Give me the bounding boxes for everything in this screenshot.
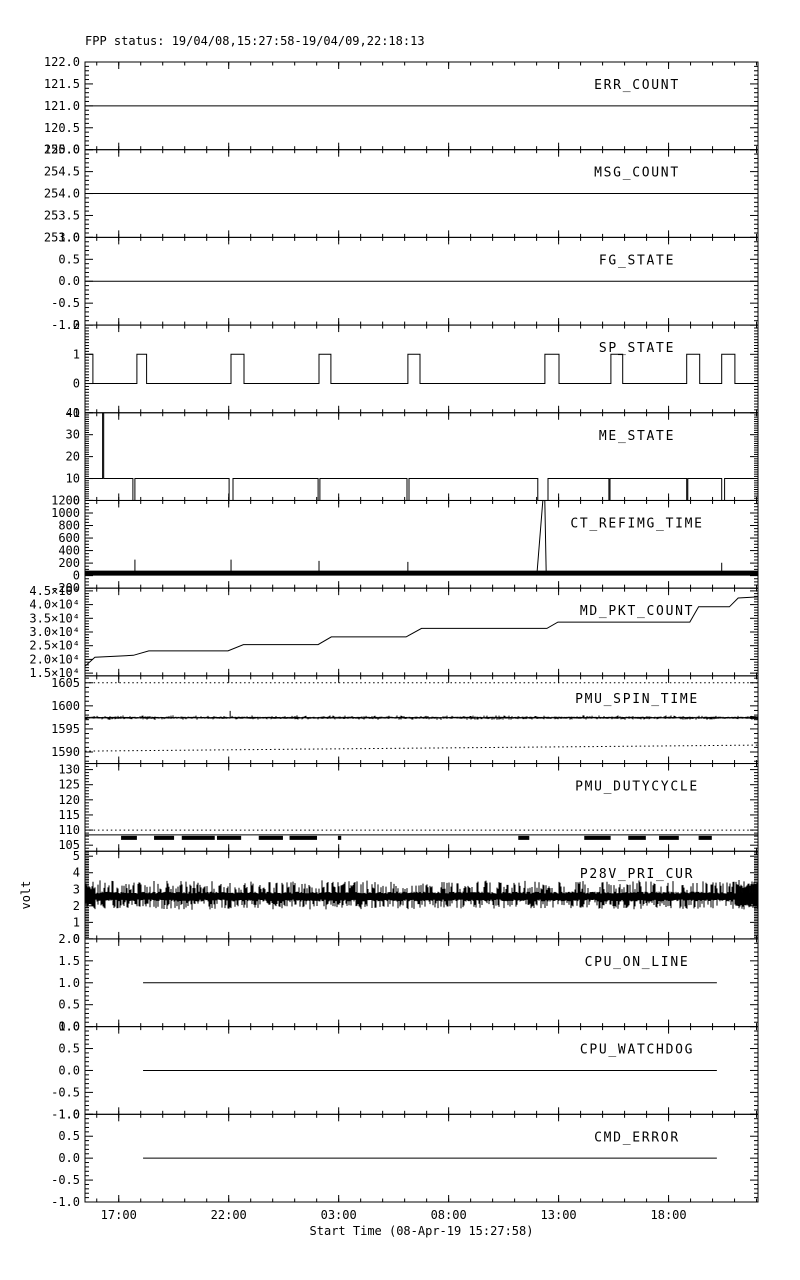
svg-text:115: 115 <box>58 808 80 822</box>
svg-text:1.0: 1.0 <box>58 230 80 244</box>
svg-text:4.5×10⁴: 4.5×10⁴ <box>29 584 80 598</box>
svg-text:17:00: 17:00 <box>101 1208 137 1222</box>
svg-text:800: 800 <box>58 519 80 533</box>
svg-text:1: 1 <box>73 347 80 361</box>
svg-text:1.5×10⁴: 1.5×10⁴ <box>29 666 80 680</box>
svg-text:PMU_DUTYCYCLE: PMU_DUTYCYCLE <box>575 780 699 795</box>
svg-text:0: 0 <box>73 932 80 946</box>
svg-text:-1.0: -1.0 <box>51 1195 80 1209</box>
svg-text:0.0: 0.0 <box>58 1151 80 1165</box>
svg-text:0.5: 0.5 <box>58 252 80 266</box>
svg-text:22:00: 22:00 <box>211 1208 247 1222</box>
svg-text:18:00: 18:00 <box>651 1208 687 1222</box>
svg-text:1200: 1200 <box>51 493 80 507</box>
svg-text:400: 400 <box>58 544 80 558</box>
svg-text:-0.5: -0.5 <box>51 296 80 310</box>
svg-text:ME_STATE: ME_STATE <box>599 429 675 444</box>
svg-text:253.5: 253.5 <box>44 208 80 222</box>
svg-text:2: 2 <box>73 318 80 332</box>
svg-text:1: 1 <box>73 915 80 929</box>
svg-text:08:00: 08:00 <box>431 1208 467 1222</box>
svg-text:CPU_ON_LINE: CPU_ON_LINE <box>585 955 690 970</box>
svg-text:254.5: 254.5 <box>44 165 80 179</box>
svg-text:125: 125 <box>58 778 80 792</box>
svg-text:3.5×10⁴: 3.5×10⁴ <box>29 611 80 625</box>
svg-text:2.0×10⁴: 2.0×10⁴ <box>29 652 80 666</box>
svg-text:1.0: 1.0 <box>58 976 80 990</box>
svg-text:03:00: 03:00 <box>321 1208 357 1222</box>
svg-text:1605: 1605 <box>51 676 80 690</box>
svg-text:200: 200 <box>58 556 80 570</box>
svg-text:105: 105 <box>58 838 80 852</box>
svg-text:0: 0 <box>73 377 80 391</box>
svg-text:-1.0: -1.0 <box>51 1107 80 1121</box>
svg-text:122.0: 122.0 <box>44 55 80 69</box>
svg-text:254.0: 254.0 <box>44 187 80 201</box>
svg-text:13:00: 13:00 <box>541 1208 577 1222</box>
svg-text:5: 5 <box>73 849 80 863</box>
svg-text:120.5: 120.5 <box>44 121 80 135</box>
svg-text:253.0: 253.0 <box>44 230 80 244</box>
svg-text:-1: -1 <box>66 406 80 420</box>
svg-text:2.0: 2.0 <box>58 932 80 946</box>
svg-text:0.5: 0.5 <box>58 1042 80 1056</box>
svg-text:0.5: 0.5 <box>58 998 80 1012</box>
svg-text:255.0: 255.0 <box>44 143 80 157</box>
svg-text:P28V_PRI_CUR: P28V_PRI_CUR <box>580 867 694 882</box>
svg-text:120.0: 120.0 <box>44 143 80 157</box>
svg-text:3.0×10⁴: 3.0×10⁴ <box>29 625 80 639</box>
plot-title: FPP status: 19/04/08,15:27:58-19/04/09,2… <box>85 34 425 48</box>
svg-text:SP_STATE: SP_STATE <box>599 341 675 356</box>
svg-text:CMD_ERROR: CMD_ERROR <box>594 1130 680 1145</box>
svg-text:10: 10 <box>66 472 80 486</box>
svg-text:-200: -200 <box>51 581 80 595</box>
svg-text:110: 110 <box>58 823 80 837</box>
svg-text:4.0×10⁴: 4.0×10⁴ <box>29 598 80 612</box>
svg-text:130: 130 <box>58 763 80 777</box>
svg-text:PMU_SPIN_TIME: PMU_SPIN_TIME <box>575 692 699 707</box>
svg-text:1.0: 1.0 <box>58 1020 80 1034</box>
svg-text:MD_PKT_COUNT: MD_PKT_COUNT <box>580 604 694 619</box>
svg-text:1.5: 1.5 <box>58 954 80 968</box>
svg-text:121.0: 121.0 <box>44 99 80 113</box>
svg-text:1590: 1590 <box>51 745 80 759</box>
svg-text:3: 3 <box>73 882 80 896</box>
svg-text:-1.0: -1.0 <box>51 318 80 332</box>
svg-text:4: 4 <box>73 866 80 880</box>
svg-text:40: 40 <box>66 406 80 420</box>
svg-text:-0.5: -0.5 <box>51 1173 80 1187</box>
svg-text:-0.5: -0.5 <box>51 1085 80 1099</box>
svg-text:600: 600 <box>58 531 80 545</box>
svg-text:FG_STATE: FG_STATE <box>599 253 675 268</box>
svg-text:CPU_WATCHDOG: CPU_WATCHDOG <box>580 1043 694 1058</box>
svg-text:CT_REFIMG_TIME: CT_REFIMG_TIME <box>570 516 703 531</box>
svg-text:0.5: 0.5 <box>58 1129 80 1143</box>
x-axis-label: Start Time (08-Apr-19 15:27:58) <box>309 1224 534 1238</box>
svg-text:MSG_COUNT: MSG_COUNT <box>594 166 680 181</box>
svg-text:1600: 1600 <box>51 699 80 713</box>
svg-text:0.0: 0.0 <box>58 274 80 288</box>
svg-text:1000: 1000 <box>51 506 80 520</box>
svg-text:1.0: 1.0 <box>58 1107 80 1121</box>
svg-text:0.0: 0.0 <box>58 1020 80 1034</box>
svg-text:120: 120 <box>58 793 80 807</box>
svg-text:2: 2 <box>73 899 80 913</box>
svg-text:2.5×10⁴: 2.5×10⁴ <box>29 639 80 653</box>
svg-text:0: 0 <box>73 569 80 583</box>
svg-text:0.0: 0.0 <box>58 1063 80 1077</box>
svg-text:30: 30 <box>66 428 80 442</box>
svg-text:volt: volt <box>19 881 33 910</box>
svg-text:ERR_COUNT: ERR_COUNT <box>594 78 680 93</box>
svg-text:0: 0 <box>73 493 80 507</box>
svg-text:1595: 1595 <box>51 722 80 736</box>
svg-text:121.5: 121.5 <box>44 77 80 91</box>
svg-text:20: 20 <box>66 450 80 464</box>
